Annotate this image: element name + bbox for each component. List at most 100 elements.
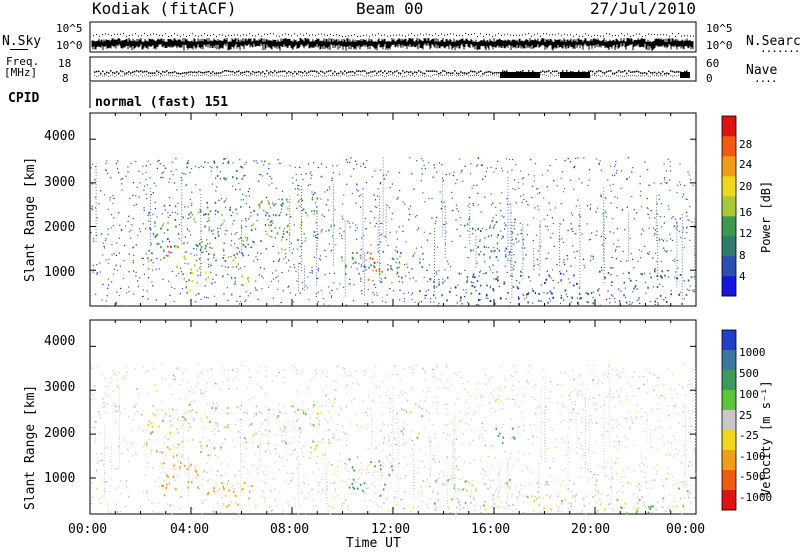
echo-speckle <box>394 459 396 461</box>
nave-point <box>294 75 295 77</box>
nave-point <box>276 74 277 76</box>
echo-speckle <box>689 206 691 208</box>
echo-speckle <box>288 270 290 272</box>
echo-speckle <box>488 266 491 268</box>
echo-speckle <box>394 495 396 498</box>
echo-speckle <box>615 492 618 494</box>
freq-point <box>278 71 280 73</box>
echo-cell <box>204 212 207 215</box>
echo-speckle <box>538 274 540 276</box>
echo-speckle <box>102 242 104 244</box>
nave-point <box>114 75 115 77</box>
echo-speckle <box>246 237 249 239</box>
freq-point <box>354 72 356 74</box>
noise-search-dot <box>177 34 178 36</box>
echo-speckle <box>679 217 681 220</box>
velocity-y-tick-2000: 2000 <box>44 426 76 441</box>
echo-speckle <box>110 377 112 379</box>
echo-speckle <box>248 492 251 494</box>
freq-point <box>668 72 670 75</box>
echo-speckle <box>581 182 583 184</box>
echo-speckle <box>307 163 310 165</box>
echo-speckle <box>383 178 385 180</box>
velocity-y-tick-4000: 4000 <box>44 334 76 349</box>
echo-speckle <box>210 369 213 371</box>
echo-speckle <box>379 395 381 397</box>
echo-speckle <box>692 399 694 401</box>
echo-speckle <box>188 391 190 393</box>
echo-speckle <box>164 454 167 456</box>
echo-speckle <box>353 398 355 400</box>
echo-speckle <box>263 209 265 212</box>
echo-speckle <box>91 183 94 185</box>
noise-search-dot <box>576 33 577 35</box>
freq-point <box>200 71 202 74</box>
echo-cell <box>166 245 169 248</box>
echo-cell <box>660 275 662 278</box>
echo-speckle <box>134 404 136 406</box>
echo-cell <box>489 256 491 259</box>
echo-speckle <box>647 207 649 210</box>
echo-speckle <box>324 249 326 252</box>
echo-speckle <box>656 384 658 387</box>
echo-speckle <box>688 383 690 386</box>
echo-speckle <box>320 176 322 178</box>
echo-speckle <box>491 499 493 501</box>
echo-speckle <box>675 448 677 450</box>
echo-speckle <box>293 224 295 226</box>
echo-speckle <box>362 163 364 165</box>
echo-speckle <box>668 208 670 211</box>
echo-speckle <box>151 467 154 469</box>
echo-speckle <box>260 443 262 446</box>
echo-speckle <box>214 383 217 385</box>
echo-speckle <box>537 188 539 190</box>
noise-search-dot <box>462 35 463 37</box>
echo-speckle <box>99 432 101 434</box>
nave-point <box>410 75 411 77</box>
echo-speckle <box>137 234 139 236</box>
echo-speckle <box>118 171 120 174</box>
nave-point <box>176 75 177 77</box>
echo-speckle <box>187 429 189 432</box>
echo-speckle <box>351 468 353 470</box>
echo-cell <box>306 214 309 217</box>
echo-speckle <box>324 452 326 454</box>
echo-speckle <box>484 196 486 198</box>
echo-cell <box>227 162 230 165</box>
echo-speckle <box>497 398 499 400</box>
echo-speckle <box>152 192 154 194</box>
echo-speckle <box>455 490 457 492</box>
echo-speckle <box>173 300 175 303</box>
echo-speckle <box>649 272 651 275</box>
echo-cell <box>187 205 189 208</box>
echo-speckle <box>618 443 620 445</box>
echo-speckle <box>342 286 345 288</box>
echo-speckle <box>398 280 400 283</box>
echo-speckle <box>208 228 210 230</box>
echo-speckle <box>146 184 148 186</box>
nave-point <box>618 75 619 77</box>
echo-speckle <box>548 397 550 400</box>
echo-cell <box>207 217 210 220</box>
echo-speckle <box>194 221 196 223</box>
echo-cell <box>366 251 369 254</box>
nave-point <box>662 75 663 77</box>
echo-speckle <box>640 273 642 275</box>
echo-speckle <box>439 473 441 475</box>
echo-speckle <box>651 447 653 449</box>
echo-speckle <box>453 430 455 432</box>
echo-cell <box>454 286 457 289</box>
echo-speckle <box>340 235 343 237</box>
echo-speckle <box>625 447 627 449</box>
echo-speckle <box>506 271 508 273</box>
echo-cell <box>368 266 370 269</box>
echo-speckle <box>389 407 391 410</box>
nave-point <box>254 74 255 76</box>
echo-speckle <box>546 493 548 495</box>
echo-speckle <box>687 409 690 411</box>
echo-cell <box>298 199 300 202</box>
noise-search-dot <box>570 34 571 36</box>
echo-speckle <box>281 457 283 459</box>
nave-point <box>194 75 195 77</box>
echo-speckle <box>564 372 566 374</box>
